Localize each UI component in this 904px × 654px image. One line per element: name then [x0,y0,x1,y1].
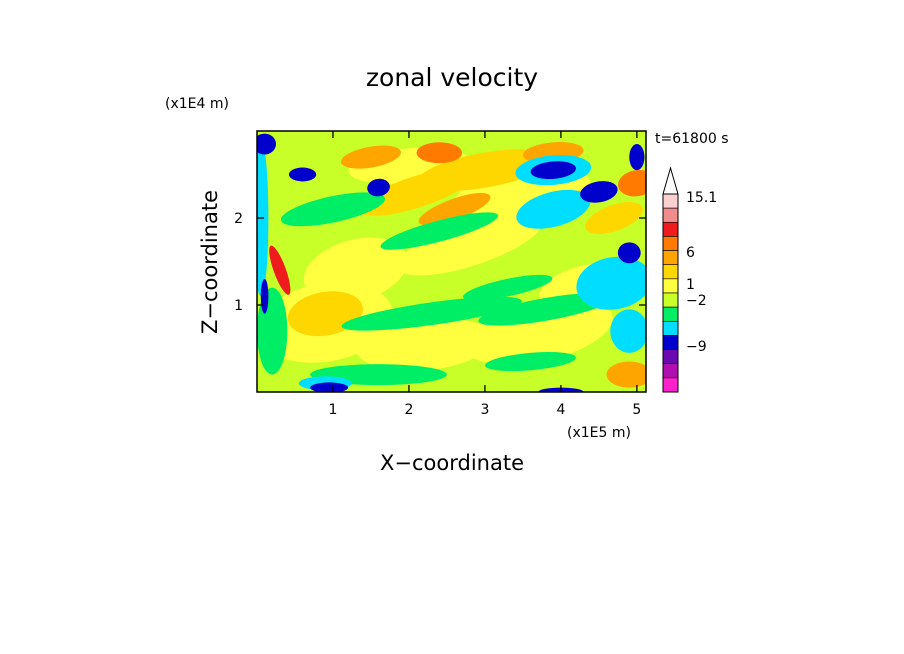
colorbar-level [662,278,679,294]
colorbar-level [662,207,679,223]
y-axis-title: Z−coordinate [198,190,222,334]
contour-region [485,352,576,372]
colorbar [662,166,679,393]
x-axis-ticks: 1 2 3 4 5 [329,131,641,418]
colorbar-extend-arrow [662,166,679,195]
colorbar-label: −9 [686,339,707,355]
contour-region [416,142,463,164]
contour-region [610,309,646,353]
y-tick-label: 2 [234,211,243,227]
colorbar-level [662,264,679,280]
colorbar-level [662,306,679,322]
plot-frame [256,130,647,393]
contour-region [629,144,645,171]
colorbar-label: 15.1 [686,190,717,206]
contour-field [257,131,646,392]
contour-region [288,167,317,182]
x-tick-label: 2 [404,402,413,418]
contour-region [478,293,614,326]
colorbar-level [662,221,679,237]
contour-region [380,212,499,250]
colorbar-level [662,377,679,393]
colorbar-label: 1 [686,277,695,293]
colorbar-level [662,335,679,350]
time-label: t=61800 s [655,131,729,147]
contour-region [397,212,543,276]
x-unit-label: (x1E5 m) [567,425,631,441]
x-tick-label: 5 [632,402,641,418]
colorbar-level [662,349,679,365]
x-tick-label: 3 [480,402,489,418]
contour-region [516,189,591,229]
contour-region [617,242,641,264]
contour-region [257,133,276,155]
colorbar-level [662,292,679,308]
colorbar-level [662,236,679,251]
contour-region [618,169,646,197]
contour-region [260,278,269,314]
colorbar-label: −2 [686,293,707,309]
colorbar-level [662,193,679,209]
y-axis-ticks: 12 [234,211,646,314]
contour-region [355,317,493,371]
colorbar-level [662,363,679,379]
contour-region [310,382,349,392]
contour-region [303,237,408,303]
colorbar-level [662,250,679,266]
y-tick-label: 1 [234,298,243,314]
contour-region [585,201,643,235]
chart-title: zonal velocity [366,63,538,92]
x-tick-label: 4 [556,402,565,418]
contour-region [580,181,618,203]
colorbar-level [662,320,679,336]
y-unit-label: (x1E4 m) [165,96,229,112]
contour-region [417,149,553,191]
contour-region [418,193,491,226]
colorbar-label: 6 [686,245,695,261]
contour-region [269,245,291,295]
contour-region [341,296,523,331]
x-axis-title: X−coordinate [380,451,524,475]
contour-region [530,161,577,180]
colorbar-labels: 15.1 6 1 −2 −9 [686,190,717,355]
colorbar-frame [662,193,679,393]
contour-region [280,192,386,227]
contour-region [367,178,390,197]
contour-region [576,256,646,310]
contour-region [463,274,553,301]
x-tick-label: 1 [329,402,338,418]
contour-region [606,361,646,388]
contour-region [340,145,401,169]
